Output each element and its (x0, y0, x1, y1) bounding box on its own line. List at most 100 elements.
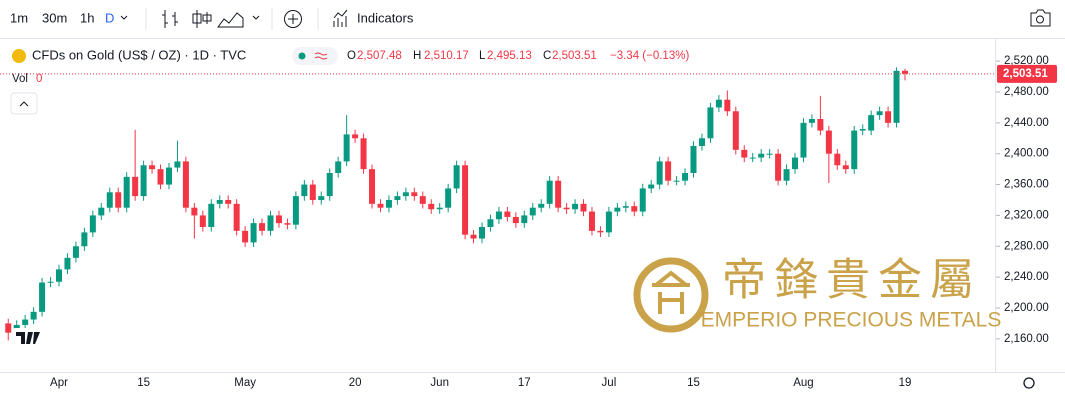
last-price-box (997, 64, 1057, 83)
interval-dropdown[interactable] (120, 15, 128, 20)
x-tick-label: Jun (430, 377, 449, 389)
candle-body (301, 184, 308, 197)
high-key: H (413, 50, 421, 62)
x-tick-label: Apr (50, 377, 68, 389)
candle-body (732, 111, 739, 150)
candle-body (538, 203, 545, 208)
candle-body (495, 211, 502, 220)
candle-body (690, 145, 697, 173)
candle-body (157, 169, 164, 185)
candle-body (868, 115, 875, 131)
candle-body (749, 157, 756, 159)
candle-body (597, 230, 604, 233)
candle-body (326, 172, 333, 197)
candle-body (182, 161, 189, 208)
symbol-title[interactable]: CFDs on Gold (US$ / OZ) · 1D · TVC (32, 47, 246, 62)
y-tick-label: 2,480.00 (1004, 86, 1049, 98)
candle-body (233, 203, 240, 231)
collapse-button[interactable] (10, 92, 38, 115)
y-tick-label: 2,440.00 (1004, 117, 1049, 129)
candle-body (318, 196, 325, 200)
indicators-icon[interactable] (333, 9, 348, 27)
candle-body (445, 188, 452, 208)
snapshot-icon[interactable] (1030, 9, 1051, 27)
area-icon[interactable] (217, 12, 244, 28)
x-tick-label: 20 (349, 377, 362, 389)
candle-body (808, 118, 815, 123)
candle-body (174, 161, 181, 168)
candle-body (343, 134, 350, 162)
volume-key: Vol (12, 73, 28, 85)
interval-30m[interactable]: 30m (42, 10, 67, 25)
close-value: 2,503.51 (552, 50, 597, 62)
candle-body (30, 311, 37, 320)
candle-body (622, 206, 629, 208)
candle-body (707, 107, 714, 139)
candle-body (715, 99, 722, 108)
interval-1h[interactable]: 1h (80, 10, 94, 25)
candles-icon[interactable] (192, 10, 212, 28)
plus-icon (288, 14, 298, 24)
candle-body (411, 192, 418, 197)
candle-body (673, 180, 680, 182)
collapse-icon (19, 101, 29, 107)
candle-body (724, 99, 731, 112)
candle-body (479, 226, 485, 239)
candle-body (817, 118, 824, 131)
candle-body (834, 153, 841, 166)
style-dropdown[interactable] (252, 15, 260, 20)
candle-body (242, 230, 249, 243)
settings-icon[interactable] (1023, 377, 1035, 389)
candle-body (766, 153, 773, 155)
candle-body (284, 223, 291, 225)
market-status[interactable] (292, 47, 338, 65)
candle-body (385, 199, 392, 208)
candle-body (453, 165, 460, 189)
candle-body (149, 165, 156, 170)
candle-body (614, 207, 621, 212)
y-tick-label: 2,160.00 (1004, 333, 1049, 345)
candle-body (47, 281, 54, 283)
candle-body (504, 211, 511, 217)
plot: 2,160.00 2,200.00 2,240.00 2,280.00 2,320.00… (0, 55, 1049, 389)
symbol-icon (12, 49, 26, 63)
candle-body (783, 169, 790, 181)
candle-body (851, 130, 858, 170)
candle-body (563, 207, 570, 210)
bars-icon[interactable] (162, 10, 178, 28)
candle-body (588, 211, 595, 231)
candle-body (72, 246, 79, 258)
candle-body (123, 176, 130, 208)
candle-body (165, 167, 172, 185)
candle-body (580, 203, 587, 212)
candle-body (352, 134, 359, 139)
candle-body (436, 207, 443, 210)
x-tick-label: Jul (602, 377, 617, 389)
candle-body (859, 129, 866, 131)
candle-body (546, 180, 553, 204)
candle-body (81, 232, 88, 247)
y-tick-label: 2,280.00 (1004, 240, 1049, 252)
candle-body (876, 111, 883, 116)
compare-button[interactable] (284, 10, 302, 28)
candle-body (682, 172, 689, 181)
candle-body (259, 223, 266, 231)
candle-body (199, 215, 206, 227)
watermark-chinese: 帝鋒貴金屬 (722, 256, 982, 305)
candle-body (98, 207, 105, 216)
watermark-logo (633, 257, 709, 333)
status-wave (314, 52, 328, 60)
x-tick-label: 19 (899, 377, 912, 389)
snapshot-lens (1036, 15, 1044, 24)
candle-body (208, 203, 215, 227)
watermark-english: EMPERIO PRECIOUS METALS (701, 309, 1002, 332)
candle-body (140, 165, 147, 197)
interval-d[interactable]: D (105, 10, 114, 25)
low-value: 2,495.13 (487, 50, 532, 62)
candle-body (842, 165, 849, 170)
candle-body (335, 161, 342, 173)
interval-1m[interactable]: 1m (10, 10, 28, 25)
indicators-button[interactable]: Indicators (357, 10, 414, 25)
tv-logo (16, 332, 40, 344)
